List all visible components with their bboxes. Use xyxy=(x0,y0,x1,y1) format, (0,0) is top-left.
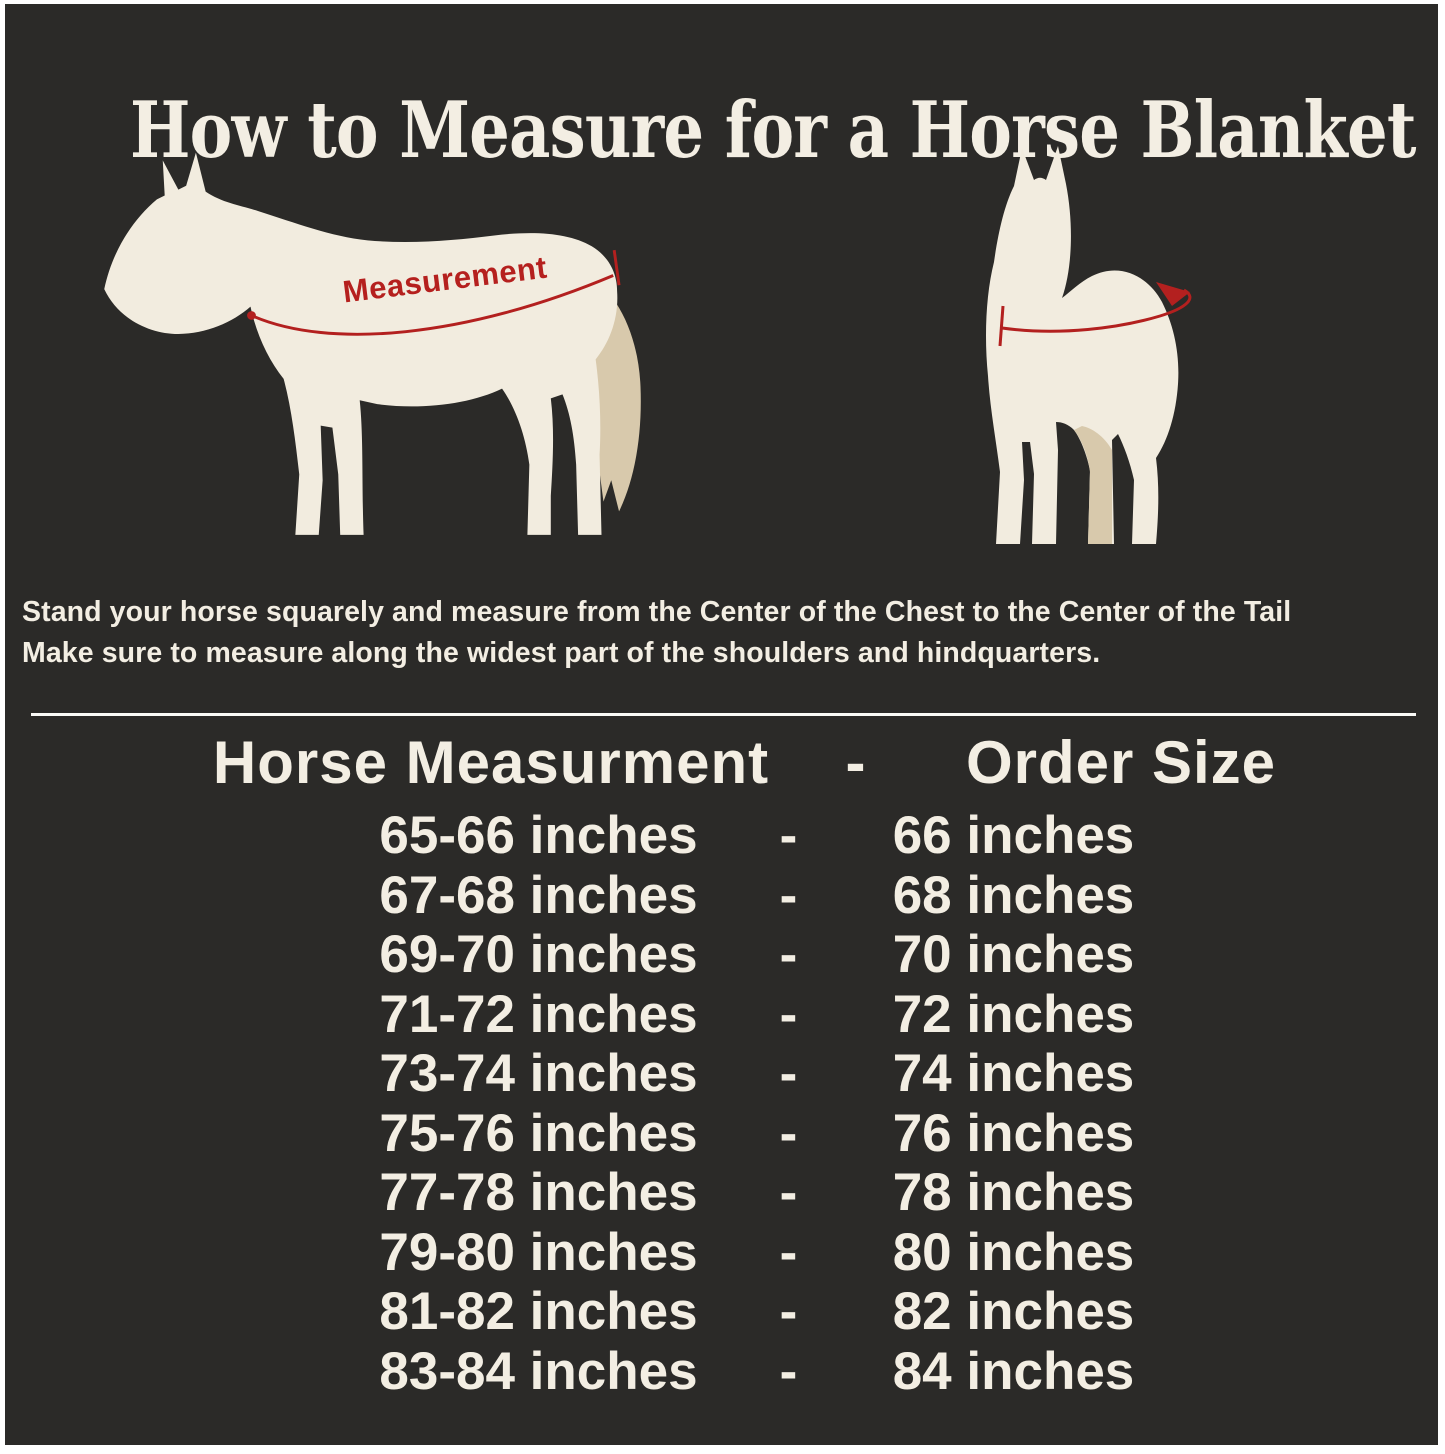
row-separator: - xyxy=(779,1222,798,1282)
row-measurement: 75-76 inches xyxy=(379,1103,698,1163)
row-measurement: 77-78 inches xyxy=(379,1163,698,1222)
page-border-left xyxy=(0,0,5,1454)
row-separator: - xyxy=(779,1282,798,1341)
row-order: 84 inches xyxy=(892,1341,1135,1401)
row-measurement: 67-68 inches xyxy=(379,865,698,925)
row-measurement: 69-70 inches xyxy=(379,925,698,984)
table-row: 81-82 inches - 82 inches xyxy=(316,1282,1211,1342)
row-measurement: 79-80 inches xyxy=(379,1222,698,1282)
row-separator: - xyxy=(779,806,798,865)
row-separator: - xyxy=(779,1341,798,1401)
row-order: 80 inches xyxy=(892,1222,1135,1282)
measurement-line-side xyxy=(250,274,614,336)
row-order: 82 inches xyxy=(892,1282,1135,1341)
row-measurement: 71-72 inches xyxy=(379,984,698,1044)
size-table: 65-66 inches - 66 inches 67-68 inches - … xyxy=(0,806,1211,1401)
row-separator: - xyxy=(779,925,798,984)
table-row: 83-84 inches - 84 inches xyxy=(316,1342,1211,1402)
row-order: 70 inches xyxy=(892,925,1135,984)
horse-body xyxy=(104,152,618,535)
row-separator: - xyxy=(779,1103,798,1163)
measurement-arrowhead xyxy=(1156,282,1190,306)
horse-body-front xyxy=(986,146,1179,544)
row-measurement: 83-84 inches xyxy=(379,1341,698,1401)
table-row: 79-80 inches - 80 inches xyxy=(316,1223,1211,1283)
page-border-bottom xyxy=(0,1445,1445,1454)
measurement-line-front xyxy=(1001,288,1192,333)
page-border-top xyxy=(0,0,1445,4)
row-order: 78 inches xyxy=(892,1163,1135,1222)
table-row: 77-78 inches - 78 inches xyxy=(316,1163,1211,1223)
header-separator: - xyxy=(845,729,867,796)
row-separator: - xyxy=(779,984,798,1044)
table-row: 65-66 inches - 66 inches xyxy=(316,806,1211,866)
header-order-size: Order Size xyxy=(965,729,1277,796)
row-measurement: 65-66 inches xyxy=(379,806,698,865)
row-separator: - xyxy=(779,1044,798,1103)
row-order: 66 inches xyxy=(892,806,1135,865)
table-row: 69-70 inches - 70 inches xyxy=(316,925,1211,985)
header-horse-measurement: Horse Measurment xyxy=(212,729,770,796)
row-separator: - xyxy=(779,1163,798,1222)
measurement-end-tick xyxy=(612,249,621,286)
divider-line xyxy=(31,713,1416,716)
horse-inner-leg-shading xyxy=(1074,426,1112,544)
table-row: 73-74 inches - 74 inches xyxy=(316,1044,1211,1104)
instruction-line-1: Stand your horse squarely and measure fr… xyxy=(22,596,1292,628)
page-border-right xyxy=(1438,0,1445,1454)
row-order: 72 inches xyxy=(892,984,1135,1044)
side-view-horse-diagram: Measurement xyxy=(75,140,660,565)
front-view-horse-silhouette xyxy=(986,146,1192,544)
table-row: 75-76 inches - 76 inches xyxy=(316,1104,1211,1164)
chest-tick xyxy=(998,305,1005,347)
side-view-horse-silhouette xyxy=(104,152,641,535)
table-row: 71-72 inches - 72 inches xyxy=(316,985,1211,1045)
row-measurement: 81-82 inches xyxy=(379,1282,698,1341)
row-order: 74 inches xyxy=(892,1044,1135,1103)
row-separator: - xyxy=(779,865,798,925)
page-title: How to Measure for a Horse Blanket xyxy=(130,85,1416,177)
size-table-header: Horse Measurment - Order Size xyxy=(0,727,1341,799)
row-order: 68 inches xyxy=(892,865,1135,925)
instructions-text: Stand your horse squarely and measure fr… xyxy=(22,592,1432,674)
row-order: 76 inches xyxy=(892,1103,1135,1163)
instruction-line-2: Make sure to measure along the widest pa… xyxy=(22,637,1101,669)
table-row: 67-68 inches - 68 inches xyxy=(316,866,1211,926)
row-measurement: 73-74 inches xyxy=(379,1044,698,1103)
front-view-horse-diagram xyxy=(950,140,1240,570)
